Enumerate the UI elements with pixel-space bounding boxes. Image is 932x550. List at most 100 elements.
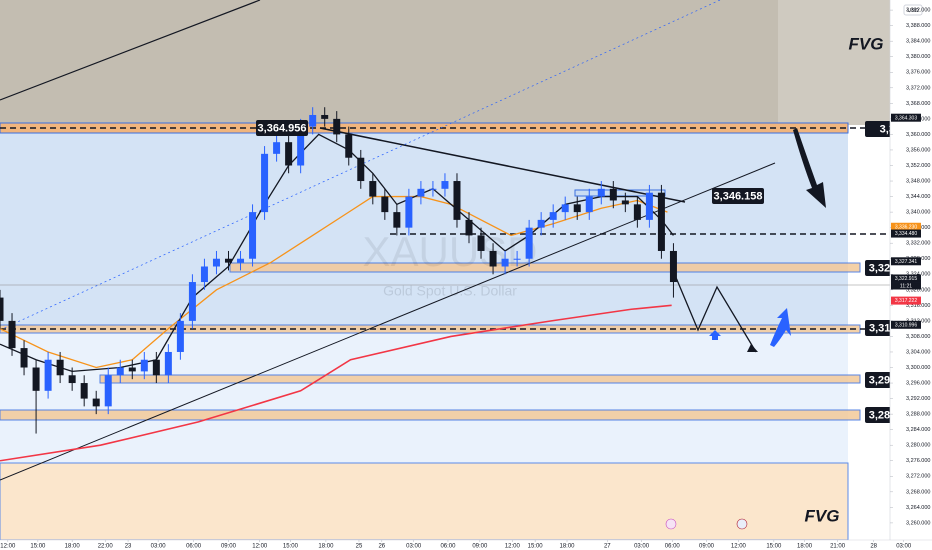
y-tick-label: 3,380.000 [906, 54, 930, 60]
price-tag-label: 3,364.303 [895, 115, 917, 121]
candle-body [116, 367, 124, 376]
candle-body [68, 375, 76, 384]
x-tick-label: 27 [604, 544, 611, 550]
fvg-label: FVG [805, 506, 840, 525]
y-tick-label: 3,260.000 [906, 520, 930, 526]
candle-body [573, 204, 581, 213]
x-tick-label: 18:00 [797, 544, 813, 550]
arrow-head [747, 344, 758, 352]
price-tag [891, 296, 921, 305]
candle-body [152, 359, 160, 376]
candle-body [32, 367, 40, 391]
y-tick-label: 3,296.000 [906, 381, 930, 387]
x-tick-label: 06:00 [186, 544, 202, 550]
candle-body [513, 258, 521, 260]
x-tick-label: 25 [356, 544, 363, 550]
y-tick-label: 3,288.000 [906, 412, 930, 418]
price-tag [891, 257, 921, 266]
candle-body [537, 219, 545, 228]
price-tag-label: 3,310.996 [895, 322, 917, 328]
event-icon [736, 518, 748, 530]
x-tick-label: 03:00 [896, 544, 912, 550]
time-axis [0, 540, 932, 550]
price-tag [891, 274, 921, 283]
candle-body [645, 192, 653, 220]
candle-body [188, 282, 196, 321]
zone [99, 374, 861, 384]
countdown-tag [891, 282, 921, 290]
y-tick-label: 3,348.000 [906, 178, 930, 184]
candle-body [381, 196, 389, 213]
x-tick-label: 06:00 [440, 544, 456, 550]
down-arrow [793, 128, 826, 208]
candle-body [393, 212, 401, 228]
currency-box [903, 4, 923, 16]
price-tag-label: 3,327.341 [895, 259, 917, 265]
candle-body [249, 212, 257, 259]
level-label-box [256, 120, 308, 136]
candle-body [80, 383, 88, 399]
price-tag-label: 3,322.915 [895, 276, 917, 282]
candle-body [477, 235, 485, 251]
candle-body [465, 219, 473, 236]
candle-body [321, 114, 329, 119]
x-tick-label: 15:00 [766, 544, 782, 550]
price-axis [890, 0, 932, 540]
candle-body [585, 196, 593, 213]
y-tick-label: 3,356.000 [906, 147, 930, 153]
currency: USD [907, 8, 919, 14]
y-tick-label: 3,352.000 [906, 163, 930, 169]
candle-body [164, 351, 172, 376]
candle-body [405, 196, 413, 228]
candle-body [44, 359, 52, 391]
fvg-label: FVG [849, 34, 884, 53]
y-tick-label: 3,376.000 [906, 70, 930, 76]
candle-body [333, 118, 341, 135]
y-tick-label: 3,316.000 [906, 303, 930, 309]
candle-body [429, 188, 437, 190]
candle-body [525, 227, 533, 259]
zone [0, 409, 861, 421]
candle-body [0, 297, 4, 321]
price-tag [891, 320, 921, 329]
x-tick-label: 03:00 [634, 544, 650, 550]
y-tick-label: 3,320.000 [906, 287, 930, 293]
y-tick-label: 3,392.000 [906, 8, 930, 14]
moving-average [0, 304, 672, 462]
candle-body [212, 258, 220, 267]
y-tick-label: 3,340.000 [906, 210, 930, 216]
candle-body [633, 204, 641, 220]
x-tick-label: 28 [870, 544, 877, 550]
candle-body [345, 134, 353, 158]
candle-body [357, 157, 365, 182]
candle-body [561, 204, 569, 213]
level-label-box [712, 188, 764, 204]
y-tick-label: 3,372.000 [906, 85, 930, 91]
x-tick-label: 09:00 [699, 544, 715, 550]
x-tick-label: 09:00 [472, 544, 488, 550]
event-icon [665, 518, 677, 530]
y-tick-label: 3,344.000 [906, 194, 930, 200]
candle-body [56, 359, 64, 376]
candle-body [489, 250, 497, 267]
candle-body [549, 212, 557, 220]
candle-body [128, 367, 136, 372]
y-tick-label: 3,300.000 [906, 365, 930, 371]
x-tick-label: 15:00 [283, 544, 299, 550]
x-tick-label: 15:00 [30, 544, 46, 550]
y-tick-label: 3,272.000 [906, 474, 930, 480]
candle-body [140, 359, 148, 372]
x-tick-label: 18:00 [560, 544, 576, 550]
candle-body [273, 142, 281, 154]
y-tick-label: 3,276.000 [906, 458, 930, 464]
candle-body [501, 258, 509, 267]
axes: 3,260.000 3,264.000 3,268.000 3,272.000 3,27… [0, 8, 930, 550]
up-arrow [770, 308, 791, 347]
candle-body [657, 192, 665, 251]
watermark: XAUUSD [362, 228, 537, 275]
candle-body [92, 398, 100, 407]
x-tick-label: 12:00 [731, 544, 747, 550]
countdown: 11:21 [900, 284, 912, 290]
trend-line [319, 127, 686, 203]
